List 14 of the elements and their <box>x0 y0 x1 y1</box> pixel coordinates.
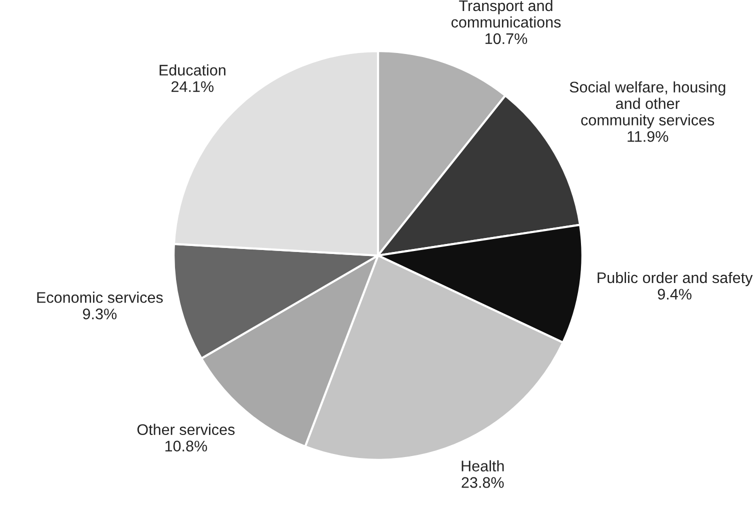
slice-label: Education <box>160 64 226 76</box>
slice-label: Transport and communications <box>451 0 561 28</box>
data-label: 11.9% <box>628 131 668 142</box>
data-label: 10.7% <box>486 33 528 44</box>
data-label: 9.3% <box>82 308 117 320</box>
data-label: 23.8% <box>462 477 504 488</box>
slice-label: Health <box>462 460 504 472</box>
slice-label: Social welfare, housing and other community services <box>570 81 726 128</box>
data-label: 10.8% <box>165 440 208 452</box>
slice-label: Public order and safety <box>598 272 753 286</box>
data-label: 9.4% <box>658 288 692 300</box>
slice-label: Other services <box>137 424 235 436</box>
data-label: 24.1% <box>172 81 214 92</box>
slice-label: Economic services <box>37 292 163 303</box>
